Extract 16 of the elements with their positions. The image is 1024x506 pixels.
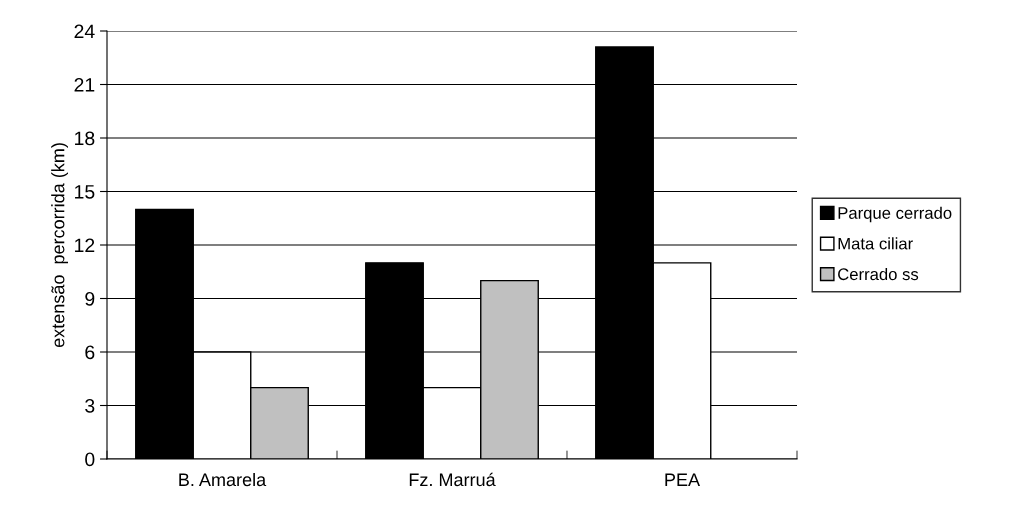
y-tick-label: 24 (74, 24, 95, 39)
y-tick-label: 6 (85, 345, 95, 360)
x-tick-label: PEA (665, 473, 701, 486)
x-tick-label: B. Amarela (179, 472, 267, 487)
y-tick-label: 9 (85, 291, 95, 306)
legend-label: Cerrado ss (838, 267, 919, 281)
y-tick-label: 12 (75, 238, 95, 253)
y-tick-label: 18 (75, 131, 95, 146)
y-axis-title: extensão percorrida (km) (51, 143, 69, 348)
y-tick-label: 0 (85, 452, 95, 467)
y-tick-label: 21 (74, 77, 95, 92)
legend-label: Parque cerrado (838, 206, 952, 223)
y-tick-label: 15 (75, 185, 95, 199)
y-tick-label: 3 (85, 398, 95, 413)
legend-label: Mata ciliar (838, 237, 913, 250)
x-tick-label: Fz. Marruá (409, 472, 496, 487)
